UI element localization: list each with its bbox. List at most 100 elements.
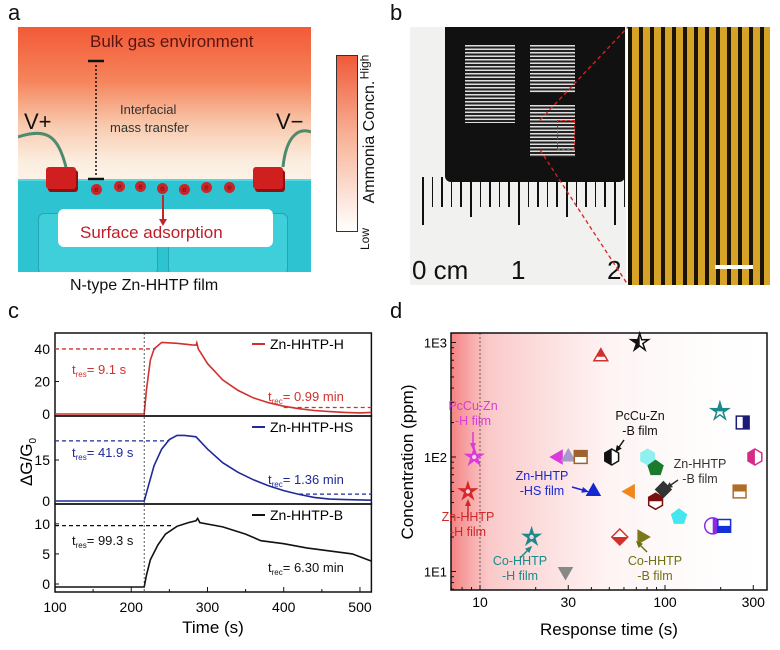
y-tick-label: 15 [34,452,50,468]
marker-square-fill-icon [742,416,750,429]
electrode-pattern [465,45,515,123]
adsorption-region [58,209,273,247]
plot-frame [54,503,373,593]
marker-tri-up-icon [560,447,577,462]
x-tick-label: 200 [120,599,144,615]
data-point-star [457,480,479,501]
annotation-co_b-line1: Co-HHTP [628,554,682,568]
ruler-tick [422,177,424,225]
marker-tri-left-icon [621,483,635,500]
y-tick-label: 10 [34,516,50,532]
electron-icon: e [157,183,168,194]
annotation-zn_hs-line1: Zn-HHTP [516,469,569,483]
electron-icon: e [179,184,190,195]
y-tick-label: 1E2 [424,450,447,465]
annotation-zn_hs-line2: -HS film [520,484,564,498]
ruler-tick [537,177,539,207]
magnified-electrodes [628,27,770,285]
interfacial-label-1: Interfacial [120,102,177,117]
data-point-tri-up [592,347,609,362]
v-plus-label: V+ [24,109,52,134]
marker-star-fill-icon [711,402,729,412]
trec-t: t [268,560,272,575]
data-point-tri-down [557,567,574,581]
wire-negative [281,129,311,168]
x-tick-label: 300 [742,594,766,610]
y-tick-label: 1E1 [424,565,447,580]
trec-sub: rec [272,397,283,406]
recovery-time-annotation: trec= 0.99 min [268,389,344,406]
surface-adsorption-label: Surface adsorption [80,223,223,242]
annotation-pccu_h-line1: PcCu-Zn [448,399,497,413]
marker-square-fill-icon [574,450,588,457]
marker-center [472,454,477,460]
annotation-pccu_h-line2: -H film [455,414,491,428]
x-tick-label: 10 [472,594,488,610]
zoom-region-marker [557,120,575,150]
x-tick-label: 30 [560,594,576,610]
interfacial-label-2: mass transfer [110,120,189,135]
data-point-diamond [610,527,629,547]
marker-hexagon-fill-icon [748,449,755,465]
ruler-label-0: 0 cm [412,255,469,285]
tres-sub: res [76,541,87,550]
tres-value: = 99.3 s [87,533,134,548]
y-tick-label: 0 [42,576,50,592]
trec-value: = 1.36 min [283,472,344,487]
electron-icon: e [224,182,235,193]
marker-center [465,489,471,494]
legend-label: Zn-HHTP-HS [270,419,353,435]
tres-sub: res [76,370,87,379]
response-time-annotation: tres= 99.3 s [72,533,134,550]
data-point-star [463,445,485,467]
marker-tri-up-fill-icon [596,348,606,357]
data-point-diamond [654,480,673,499]
recovery-time-annotation: trec= 1.36 min [268,472,344,489]
annotation-co_h-line2: -H film [502,569,538,583]
data-point-hexagon [604,448,620,466]
data-point-pentagon [670,508,688,524]
tres-t: t [72,445,76,460]
marker-pentagon-icon [670,508,688,524]
electrode-negative [253,167,283,189]
annotation-co_h-line1: Co-HHTP [493,554,547,568]
panel-b-label: b [390,0,403,25]
bulk-gas-label: Bulk gas environment [90,32,254,51]
annotation-co_b-line2: -B film [637,569,672,583]
arrow-head-icon [470,443,476,450]
electron-icon: e [91,184,102,195]
tres-value: = 9.1 s [87,362,127,377]
data-point-square [732,484,747,499]
ruler-label-1: 1 [511,255,526,285]
y-tick-label: 20 [34,373,50,389]
wire-positive [18,131,68,168]
annotation-zn_b-line2: -B film [682,472,717,486]
x-axis-title: Time (s) [182,618,244,637]
ruler-tick [441,177,443,207]
response-curve [55,516,372,588]
annotation-pccu_b-line2: -B film [622,424,657,438]
ruler-tick [489,177,491,207]
electron-icon: e [114,181,125,192]
data-point-tri-left [549,449,563,465]
tres-t: t [72,533,76,548]
y-axis-title: ΔG/G0 [17,438,39,487]
data-point-pentagon [647,459,664,476]
marker-pentagon-icon [647,459,664,476]
trec-value: = 0.99 min [283,389,344,404]
data-point-tri-left [621,483,635,500]
ruler-tick [460,177,462,207]
marker-tri-down-icon [557,567,574,581]
sensing-schematic: Bulk gas environment Interfacial mass tr… [18,27,311,272]
trec-sub: rec [272,480,283,489]
arrow-head-icon [615,445,622,453]
legend-label: Zn-HHTP-B [270,507,343,523]
response-curve [55,434,372,502]
y-tick-label: 40 [34,341,50,357]
annotation-zn_b-line1: Zn-HHTP [674,457,727,471]
x-tick-label: 500 [348,599,372,615]
